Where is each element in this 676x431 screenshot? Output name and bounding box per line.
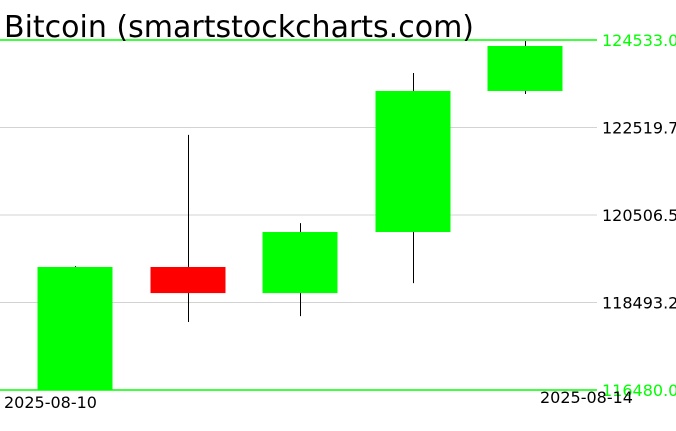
candle-body (37, 267, 113, 390)
candle-body (262, 232, 338, 294)
candle-body (150, 267, 226, 294)
x-tick-label-last: 2025-08-14 (540, 388, 633, 407)
chart-title: Bitcoin (smartstockcharts.com) (4, 10, 474, 45)
y-axis-ticks: 124533.0 122519.7 120506.5 118493.2 116480.0 (602, 31, 676, 400)
y-tick-label: 124533.0 (602, 31, 676, 50)
x-tick-label-first: 2025-08-10 (4, 393, 97, 412)
candle-body (487, 45, 563, 91)
y-tick-label: 118493.2 (602, 294, 676, 313)
y-tick-label: 122519.7 (602, 119, 676, 138)
candles (37, 40, 563, 390)
y-tick-label: 120506.5 (602, 206, 676, 225)
y-tick-label: 116480.0 (602, 381, 676, 400)
candle-body (375, 90, 451, 233)
